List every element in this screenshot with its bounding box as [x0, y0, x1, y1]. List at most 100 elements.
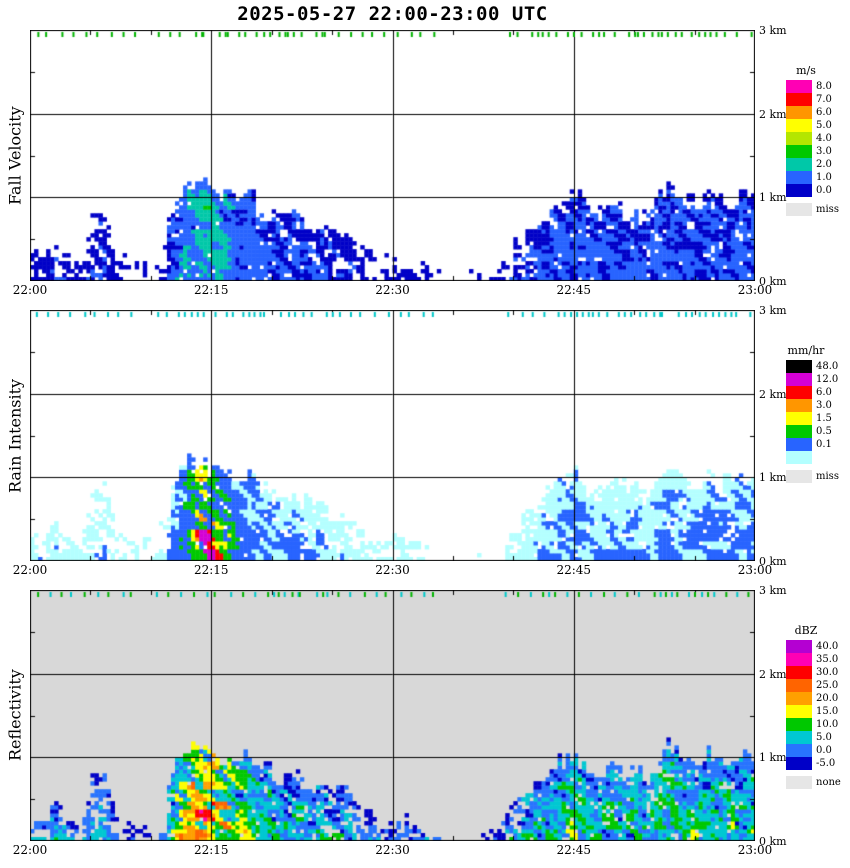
height-tick-label: 3 km: [759, 304, 787, 317]
legend-swatch: [786, 145, 812, 158]
height-tick-label: 0 km: [759, 555, 787, 568]
chart-title: 2025-05-27 22:00-23:00 UTC: [237, 3, 548, 25]
legend-swatch: [786, 425, 812, 438]
legend-item: 1.5: [786, 412, 850, 425]
legend-swatch: [786, 692, 812, 705]
rain-intensity-legend: mm/hr 48.0 12.0 6.0 3.0 1.5 0.5 0.1 miss: [786, 344, 850, 483]
legend-item: 48.0: [786, 360, 850, 373]
legend-value-label: 6.0: [816, 107, 832, 118]
reflectivity-axis-title: Reflectivity: [5, 669, 25, 762]
height-tick-label: 2 km: [759, 387, 787, 401]
legend-item: 40.0: [786, 640, 850, 653]
legend-item: 12.0: [786, 373, 850, 386]
time-tick-label: 22:45: [556, 563, 592, 577]
legend-item: 25.0: [786, 679, 850, 692]
legend-missing-swatch: [786, 776, 812, 789]
legend-missing-item: miss: [786, 470, 850, 483]
legend-item: 0.0: [786, 744, 850, 757]
legend-value-label: 15.0: [816, 706, 839, 717]
fall-velocity-legend-unit: m/s: [796, 64, 816, 77]
legend-missing-swatch: [786, 203, 812, 216]
time-tick-label: 22:00: [12, 563, 48, 577]
legend-value-label: 1.0: [816, 172, 832, 183]
legend-swatch: [786, 640, 812, 653]
legend-value-label: 6.0: [816, 387, 832, 398]
fall-velocity-heatmap: [30, 30, 755, 281]
legend-value-label: 3.0: [816, 400, 832, 411]
legend-value-label: 12.0: [816, 374, 839, 385]
legend-value-label: 40.0: [816, 641, 839, 652]
legend-swatch: [786, 438, 812, 451]
legend-value-label: 5.0: [816, 732, 832, 743]
legend-value-label: 2.0: [816, 159, 832, 170]
legend-value-label: 10.0: [816, 719, 839, 730]
legend-swatch: [786, 679, 812, 692]
legend-item: 1.0: [786, 171, 850, 184]
height-tick-label: 1 km: [759, 471, 787, 485]
legend-item: 35.0: [786, 653, 850, 666]
legend-item: -5.0: [786, 757, 850, 770]
rain-intensity-legend-unit: mm/hr: [787, 344, 825, 357]
time-tick-label: 22:15: [193, 843, 229, 857]
legend-value-label: 0.0: [816, 745, 832, 756]
legend-swatch: [786, 360, 812, 373]
height-tick-label: 3 km: [759, 24, 787, 37]
legend-swatch: [786, 399, 812, 412]
time-tick-label: 22:45: [556, 843, 592, 857]
height-tick-label: 1 km: [759, 751, 787, 765]
legend-value-label: 30.0: [816, 667, 839, 678]
time-tick-label: 22:45: [556, 283, 592, 297]
legend-item: 4.0: [786, 132, 850, 145]
legend-item: 20.0: [786, 692, 850, 705]
legend-value-label: 25.0: [816, 680, 839, 691]
legend-item: 7.0: [786, 93, 850, 106]
legend-swatch: [786, 653, 812, 666]
time-tick-label: 23:00: [737, 843, 773, 857]
legend-item: 8.0: [786, 80, 850, 93]
legend-swatch: [786, 171, 812, 184]
height-tick-label: 0 km: [759, 835, 787, 848]
legend-missing-item: none: [786, 776, 850, 789]
legend-item: 5.0: [786, 731, 850, 744]
time-tick-label: 22:15: [193, 283, 229, 297]
time-tick-label: 22:30: [375, 283, 410, 297]
legend-value-label: 5.0: [816, 120, 832, 131]
legend-value-label: 0.5: [816, 426, 832, 437]
time-tick-label: 23:00: [737, 563, 773, 577]
legend-swatch: [786, 386, 812, 399]
legend-item: 0.5: [786, 425, 850, 438]
legend-swatch: [786, 757, 812, 770]
legend-missing-item: miss: [786, 203, 850, 216]
reflectivity-legend: dBZ 40.0 35.0 30.0 25.0 20.0 15.0 10.0 5.0 0.0 -5.…: [786, 624, 850, 789]
height-tick-label: 2 km: [759, 667, 787, 681]
legend-swatch: [786, 158, 812, 171]
height-tick-label: 3 km: [759, 584, 787, 597]
legend-value-label: 20.0: [816, 693, 839, 704]
legend-value-label: 35.0: [816, 654, 839, 665]
legend-swatch: [786, 412, 812, 425]
legend-value-label: 4.0: [816, 133, 832, 144]
legend-item: 0.1: [786, 438, 850, 451]
legend-value-label: 0.0: [816, 185, 832, 196]
legend-value-label: 3.0: [816, 146, 832, 157]
legend-swatch: [786, 705, 812, 718]
legend-swatch: [786, 80, 812, 93]
legend-missing-label: miss: [816, 204, 839, 215]
legend-swatch: [786, 93, 812, 106]
legend-swatch: [786, 744, 812, 757]
legend-item: 30.0: [786, 666, 850, 679]
legend-item: 6.0: [786, 106, 850, 119]
legend-missing-label: miss: [816, 471, 839, 482]
height-tick-label: 0 km: [759, 275, 787, 288]
legend-swatch: [786, 184, 812, 197]
time-tick-label: 22:00: [12, 283, 48, 297]
time-tick-label: 22:15: [193, 563, 229, 577]
fall-velocity-legend: m/s 8.0 7.0 6.0 5.0 4.0 3.0 2.0 1.0 0.0 miss: [786, 64, 850, 216]
legend-value-label: 1.5: [816, 413, 832, 424]
legend-swatch: [786, 106, 812, 119]
legend-item: [786, 451, 850, 464]
legend-swatch: [786, 718, 812, 731]
rain-intensity-heatmap: [30, 310, 755, 561]
legend-item: 5.0: [786, 119, 850, 132]
